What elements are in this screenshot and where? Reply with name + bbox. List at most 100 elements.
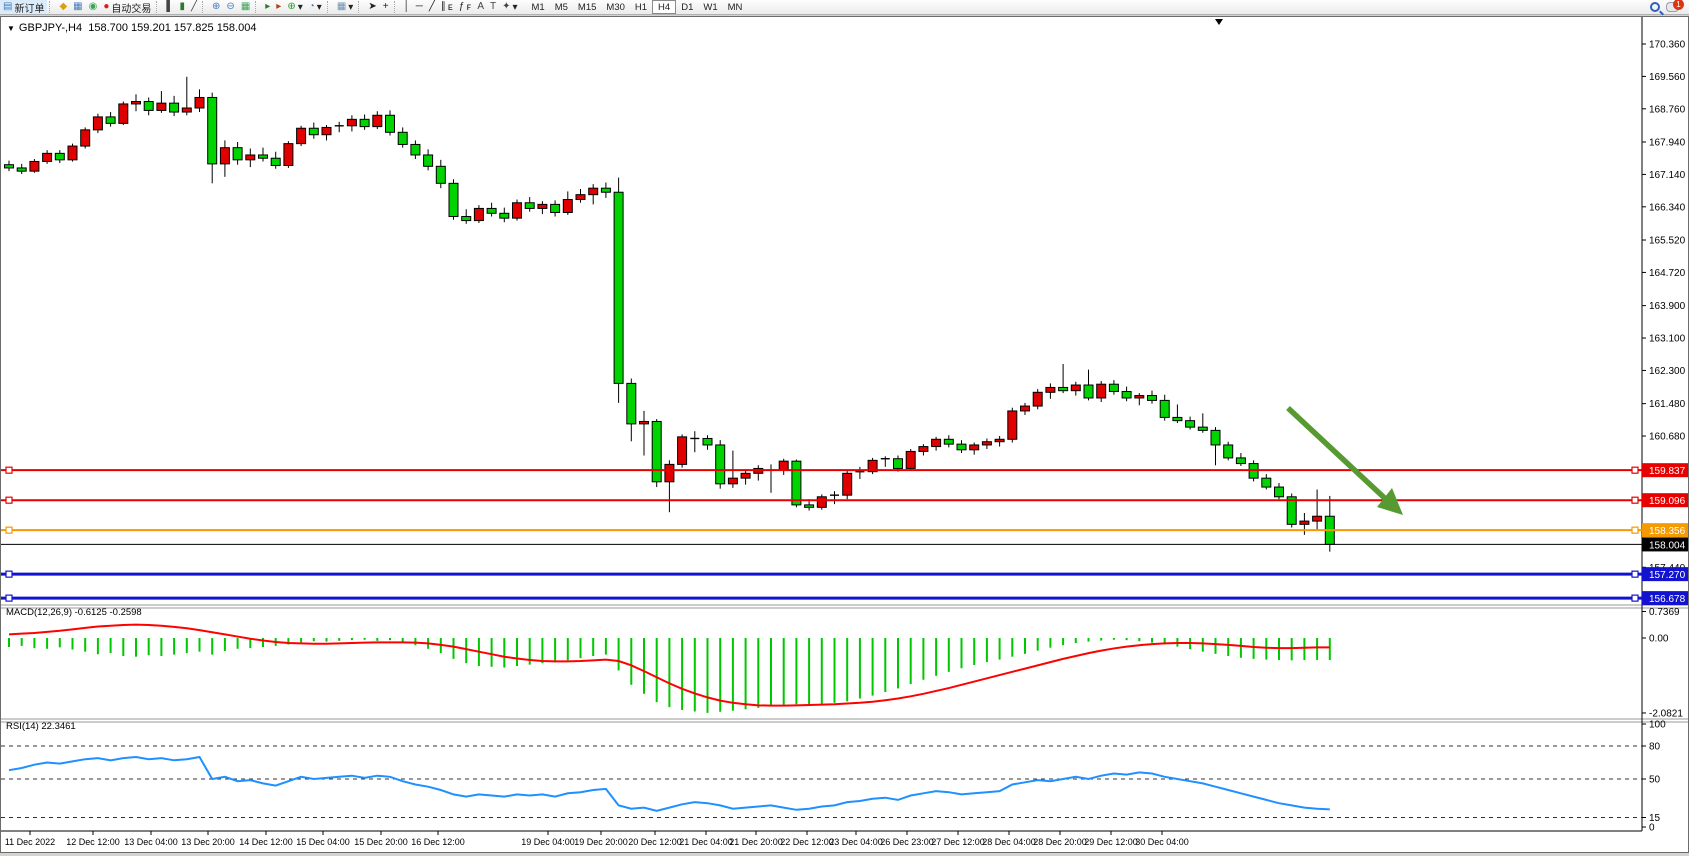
cursor-button[interactable]: ➤ [365,0,379,14]
period-button[interactable]: ◔ ▾ [306,0,325,14]
candle-body [727,477,738,485]
add-indicator-button[interactable]: ⊕ ▾ [284,0,305,14]
signal-button[interactable]: ◉ [86,0,101,14]
new-order-button[interactable]: ▤ 新订单 [0,0,48,15]
candle-body [4,164,14,169]
tile-windows-button[interactable]: ▦ [238,0,253,14]
macd-pane[interactable]: 0.7369 0.00 -2.0821 [8,607,1683,719]
text-label-button[interactable]: T [487,0,499,14]
text-button[interactable]: A [474,0,487,14]
candle-body [1286,496,1297,525]
candle-body [562,199,573,213]
time-tick-label: 26 Dec 23:00 [880,837,934,847]
timeframe-button-h4[interactable]: H4 [652,0,677,14]
timeframe-button-h1[interactable]: H1 [634,1,648,13]
bar-chart-button[interactable]: ▌ [163,0,176,14]
hline-handle[interactable] [1631,466,1639,474]
line-chart-button[interactable]: ╱ [188,0,200,14]
candle-body [1197,426,1208,431]
timeframe-button-m15[interactable]: M15 [577,1,597,13]
autotrading-button[interactable]: ● 自动交易 [100,0,154,15]
trendline-button[interactable]: ╱ [426,0,438,14]
zoom-out-button[interactable]: ⊖ [223,0,237,14]
main-toolbar: ▤ 新订单 ◆ ▦ ◉ ● 自动交易 ▌ ▮ ╱ ⊕ ⊖ ▦ ▸ ▸ ⊕ ▾ ◔ ▾ ▦ ▾ ➤ + │ ─ ╱ ∥ ᴇ ƒ ꜰ A T ✦ ▾ … [0,0,1689,15]
chart-shift-button[interactable]: ▸ [273,0,284,14]
hline-handle[interactable] [5,526,13,534]
time-axis[interactable]: 11 Dec 2022 12 Dec 12:00 13 Dec 04:00 13 De… [5,831,1189,847]
collapse-caret-icon[interactable]: ▼ [7,24,15,33]
hline-handle[interactable] [1631,496,1639,504]
candle-body [1223,444,1234,459]
timeframe-button-m30[interactable]: M30 [606,1,625,13]
hline-handle[interactable] [1631,526,1639,534]
market-window-button[interactable]: ▦ [70,0,85,14]
timeframe-button-w1[interactable]: W1 [703,1,718,13]
timeframe-button-m5[interactable]: M5 [554,1,568,13]
hline-handle[interactable] [1631,570,1639,578]
timeframe-button-d1[interactable]: D1 [681,1,694,13]
horizontal-line-button[interactable]: ─ [413,0,426,14]
line-price-label-text: 157.270 [1649,570,1686,581]
time-tick-label: 30 Dec 04:00 [1135,837,1189,847]
candlestick-chart-button[interactable]: ▮ [176,0,188,14]
candle-body [613,191,624,384]
candle-body [42,152,53,162]
arrows-button[interactable]: ✦ ▾ [499,0,520,14]
hline-handle[interactable] [1631,594,1639,602]
hline-handle[interactable] [5,496,13,504]
time-tick-label: 14 Dec 12:00 [239,837,293,847]
candle-body [1185,420,1196,428]
candle-body [448,182,459,218]
candle-body [435,165,446,184]
vertical-line-button[interactable]: │ [401,0,413,14]
cursor-icon: ➤ [368,1,377,12]
hline-handle[interactable] [5,570,13,578]
time-tick-label: 28 Dec 04:00 [982,837,1036,847]
template-button[interactable]: ▦ ▾ [334,0,356,14]
candle-body [143,101,154,111]
chat-icon[interactable]: 1 [1666,0,1684,12]
zoom-out-icon: ⊖ [226,1,235,12]
candle-body [67,145,78,161]
auto-scroll-button[interactable]: ▸ [262,0,273,14]
annotation-arrow[interactable] [1286,405,1403,515]
gold-chart-button[interactable]: ◆ [56,0,70,14]
auto-scroll-icon: ▸ [265,1,271,12]
candle-body [677,436,688,465]
time-tick-label: 15 Dec 20:00 [354,837,408,847]
toolbar-separator [326,1,332,13]
search-icon[interactable] [1650,2,1660,12]
candle-body [258,154,268,159]
line-price-label [1642,567,1688,582]
chart-canvas[interactable]: 170.360 169.560 168.760 167.940 167.140 166.3… [1,17,1688,852]
add-indicator-icon: ⊕ [287,1,296,12]
candle-body [1159,399,1170,418]
time-tick-label: 19 Dec 20:00 [574,837,628,847]
hline-handle[interactable] [5,466,13,474]
channel-button[interactable]: ∥ ᴇ [438,0,456,14]
candle-body [651,420,662,483]
chart-window[interactable]: ▼ GBPJPY-,H4 158.700 159.201 157.825 158.… [0,16,1689,853]
rsi-pane[interactable]: 100 80 50 150 [1,720,1666,834]
channel-button-label: ᴇ [447,1,453,13]
hline-handle[interactable] [5,594,13,602]
candle-body [232,147,243,161]
price-tick-label: 169.560 [1649,72,1686,83]
crosshair-button[interactable]: + [380,0,392,14]
timeframe-button-mn[interactable]: MN [727,1,743,13]
timeframe-button-m1[interactable]: M1 [531,1,545,13]
template-icon: ▦ [336,1,347,12]
candle-body [956,443,967,451]
candle-body [461,216,472,222]
price-tick-label: 167.940 [1649,138,1686,149]
zoom-in-button[interactable]: ⊕ [209,0,223,14]
arrow-shaft[interactable] [1286,405,1393,507]
chart-shift-icon: ▸ [276,1,282,12]
candle-body [575,194,586,201]
candle-body [981,441,992,446]
candle-body [308,127,319,136]
horizontal-line-icon: ─ [415,1,423,12]
candle-body [600,187,611,193]
candle-body [778,460,789,471]
